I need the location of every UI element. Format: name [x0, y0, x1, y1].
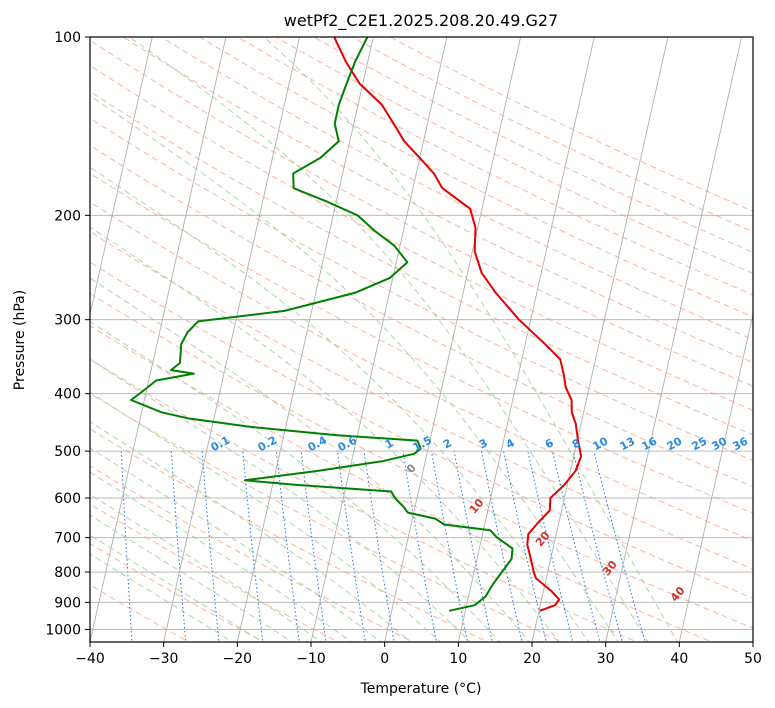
x-axis-label: Temperature (°C): [360, 681, 482, 697]
dry-adiabat: [90, 172, 753, 514]
y-tick-label: 600: [54, 491, 81, 507]
moist-adiabat: [90, 471, 353, 642]
mixing-ratio-label: 25: [690, 435, 710, 454]
dry-adiabat: [90, 325, 714, 642]
dry-adiabat: [90, 201, 753, 542]
isotherm-line: [310, 37, 448, 642]
y-tick-label: 400: [54, 387, 81, 403]
x-tick-label: 50: [744, 651, 762, 667]
y-tick-label: 900: [54, 595, 81, 611]
moist-adiabat: [90, 534, 264, 642]
mixing-ratio-label: 20: [665, 434, 685, 453]
chart-title: wetPf2_C2E1.2025.208.20.49.G27: [284, 11, 558, 31]
dewpoint-trace: [130, 37, 514, 612]
axes: −40 −30 −20 −10 0 10 20 30 40 50 100 200 300 400 500 60…: [45, 30, 762, 667]
x-tick-label: 10: [449, 651, 467, 667]
x-tick-label: 30: [597, 651, 615, 667]
moist-adiabat: [90, 358, 471, 642]
isotherm-line: [384, 37, 522, 642]
mixing-ratio-label: 36: [731, 434, 751, 453]
plot-frame: [89, 36, 754, 643]
isotherm-line: [236, 37, 374, 642]
isotherm-line: [163, 37, 301, 642]
moist-adiabat: [90, 391, 442, 642]
y-tick-label: 800: [54, 565, 81, 581]
y-axis-label: Pressure (hPa): [12, 290, 28, 390]
dry-adiabat: [122, 37, 753, 364]
moist-adiabat: [90, 166, 590, 642]
moist-adiabat: [129, 37, 649, 642]
y-tick-label: 100: [54, 30, 81, 46]
y-tick-label: 300: [54, 313, 81, 329]
isotherm-line: [531, 37, 669, 642]
isotherm-line: [457, 37, 595, 642]
moist-adiabat: [90, 514, 293, 642]
dry-adiabat: [237, 37, 753, 296]
y-tick-label: 1000: [45, 622, 81, 638]
dry-adiabat: [90, 292, 753, 629]
mixing-ratio-label: 30: [710, 434, 730, 453]
temperature-trace: [333, 37, 583, 612]
moist-adiabat: [90, 553, 234, 642]
moist-adiabat: [90, 447, 382, 642]
y-tick-label: 700: [54, 531, 81, 547]
mixing-ratio-label: 13: [618, 435, 638, 454]
dry-adiabat: [90, 261, 753, 599]
x-tick-label: −30: [149, 651, 179, 667]
x-tick-label: −10: [296, 651, 326, 667]
moist-adiabat: [90, 493, 323, 642]
x-tick-label: 20: [523, 651, 541, 667]
isotherm-line: [605, 37, 743, 642]
mixing-ratio-label: 10: [591, 434, 611, 453]
isotherm-line: [90, 37, 227, 642]
moist-adiabat: [90, 226, 560, 642]
dry-adiabat: [90, 90, 753, 436]
sounding-traces: [130, 37, 583, 612]
x-tick-label: −20: [223, 651, 253, 667]
y-tick-label: 200: [54, 208, 81, 224]
y-tick-label: 500: [54, 444, 81, 460]
x-tick-label: 0: [380, 651, 389, 667]
moist-adiabat: [90, 421, 412, 642]
mixing-ratio-label: 16: [640, 434, 660, 453]
dry-adiabat: [90, 39, 753, 387]
x-tick-label: −40: [75, 651, 105, 667]
dry-adiabat: [90, 117, 753, 462]
isotherm-line: [678, 312, 753, 642]
x-tick-label: 40: [670, 651, 688, 667]
isotherm-line: [90, 37, 153, 317]
